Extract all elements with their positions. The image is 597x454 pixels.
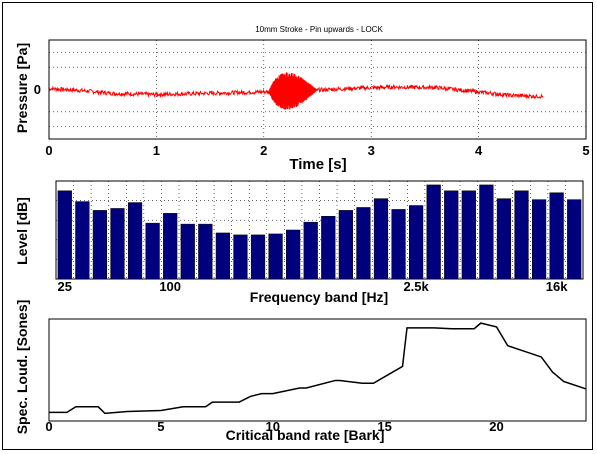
loudness-x-ticks: 0 5 10 15 20 — [45, 419, 503, 434]
level-bar — [286, 229, 301, 280]
loudness-x-tick-label: 15 — [377, 419, 391, 434]
level-bar — [250, 234, 266, 280]
pressure-trace — [48, 72, 544, 110]
level-bar — [75, 201, 90, 280]
pressure-x-tick-label: 1 — [153, 143, 160, 158]
level-bar — [531, 199, 547, 280]
loudness-line-path — [49, 322, 587, 415]
level-bar — [92, 210, 108, 280]
pressure-y-axis-label: Pressure [Pa] — [14, 43, 30, 133]
level-y-axis-label: Level [dB] — [14, 197, 30, 265]
loudness-x-tick-label: 0 — [45, 419, 52, 434]
loudness-line — [49, 322, 587, 415]
pressure-grid — [49, 40, 586, 139]
level-bar — [57, 190, 72, 280]
level-x-ticks: 25 100 2.5k 16k — [58, 279, 569, 294]
loudness-x-tick-label: 5 — [157, 419, 164, 434]
loudness-x-tick-label: 10 — [266, 419, 280, 434]
level-bar — [127, 202, 143, 280]
pressure-x-tick-label: 4 — [475, 143, 483, 158]
loudness-plot-area — [48, 318, 587, 422]
level-bar — [567, 199, 582, 280]
level-bar — [110, 208, 125, 280]
level-bars — [57, 184, 582, 280]
level-bar — [479, 184, 494, 280]
level-bar — [409, 205, 424, 280]
level-bar — [356, 207, 371, 280]
loudness-panel: 0 5 10 15 20 Critical band rate [Bark] Spec.… — [14, 300, 587, 443]
level-bar — [163, 213, 178, 280]
level-bar — [233, 234, 248, 280]
level-grid — [56, 181, 583, 279]
level-bar — [180, 223, 195, 280]
level-bar — [215, 232, 230, 280]
level-bar — [391, 209, 406, 280]
pressure-x-tick-label: 5 — [582, 143, 589, 158]
level-x-tick-label: 16k — [546, 279, 568, 294]
pressure-burst-path — [268, 72, 318, 110]
loudness-x-axis-label: Critical band rate [Bark] — [226, 427, 385, 443]
pressure-x-tick-label: 0 — [45, 143, 52, 158]
level-panel: 25 100 2.5k 16k Frequency band [Hz] Level [… — [14, 180, 584, 305]
pressure-x-tick-label: 2 — [260, 143, 267, 158]
level-bar — [373, 198, 389, 280]
pressure-x-axis-label: Time [s] — [289, 156, 346, 173]
level-x-tick-label: 25 — [58, 279, 72, 294]
level-bar — [444, 190, 459, 280]
pressure-y-tick-0: 0 — [34, 82, 41, 97]
level-x-axis-label: Frequency band [Hz] — [250, 289, 388, 305]
level-x-tick-label: 2.5k — [403, 279, 429, 294]
level-bar — [268, 233, 283, 280]
level-bar — [549, 192, 564, 280]
loudness-x-tick-label: 20 — [489, 419, 503, 434]
level-x-tick-label: 100 — [159, 279, 181, 294]
level-bar — [514, 190, 529, 280]
level-bar — [198, 223, 213, 280]
loudness-y-axis-label: Spec. Loud. [Sones] — [14, 300, 30, 435]
level-bar — [321, 216, 336, 280]
level-bar — [496, 198, 512, 280]
pressure-x-ticks: 0 1 2 3 4 5 — [45, 143, 589, 158]
level-bar — [426, 184, 441, 280]
pressure-title: 10mm Stroke - Pin upwards - LOCK — [255, 25, 383, 34]
level-bar — [338, 210, 353, 280]
level-bar — [145, 222, 160, 280]
level-bar — [461, 190, 476, 280]
pressure-x-tick-label: 3 — [368, 143, 375, 158]
level-bar — [303, 221, 318, 280]
